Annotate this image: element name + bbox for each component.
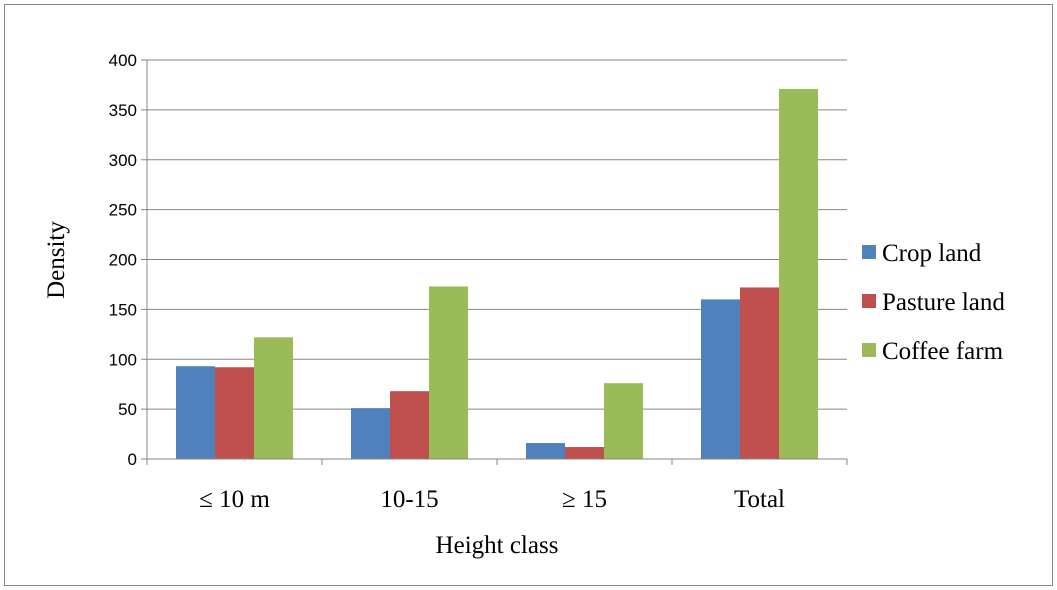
axes [146, 60, 848, 465]
x-category-label: ≤ 10 m [199, 486, 270, 513]
y-tick-label: 100 [109, 350, 137, 369]
y-tick-label: 0 [128, 450, 137, 469]
legend-swatch [862, 343, 876, 357]
y-tick-label: 150 [109, 300, 137, 319]
y-tick-label: 350 [109, 101, 137, 120]
bar [526, 443, 565, 459]
y-tick-label: 300 [109, 151, 137, 170]
legend: Crop land Pasture land Coffee farm [862, 240, 1005, 365]
bar [254, 337, 293, 459]
y-tick-label: 50 [118, 400, 137, 419]
y-tick-label: 400 [109, 51, 137, 70]
bar [351, 408, 390, 459]
bars [176, 88, 818, 460]
bar [390, 391, 429, 459]
x-category-label: Total [734, 486, 785, 513]
x-category-label: ≥ 15 [562, 486, 607, 513]
bar [604, 383, 643, 459]
y-tick-label: 200 [109, 251, 137, 270]
x-axis-title: Height class [436, 532, 559, 559]
bar [565, 447, 604, 459]
chart-frame [4, 4, 1053, 586]
bar [701, 299, 740, 459]
x-axis-categories: ≤ 10 m 10-15 ≥ 15 Total [199, 486, 785, 513]
legend-label: Coffee farm [882, 338, 1004, 365]
y-axis-ticks: 0 50 100 150 200 250 300 350 400 [109, 51, 147, 469]
x-category-label: 10-15 [380, 486, 438, 513]
legend-label: Crop land [882, 240, 982, 267]
legend-label: Pasture land [882, 289, 1005, 316]
bar [740, 287, 779, 459]
legend-swatch [862, 294, 876, 308]
y-axis-title: Density [43, 221, 70, 299]
bar [429, 286, 468, 459]
bar [215, 367, 254, 459]
legend-swatch [862, 245, 876, 259]
bar [176, 366, 215, 459]
bar [779, 88, 818, 460]
y-tick-label: 250 [109, 201, 137, 220]
